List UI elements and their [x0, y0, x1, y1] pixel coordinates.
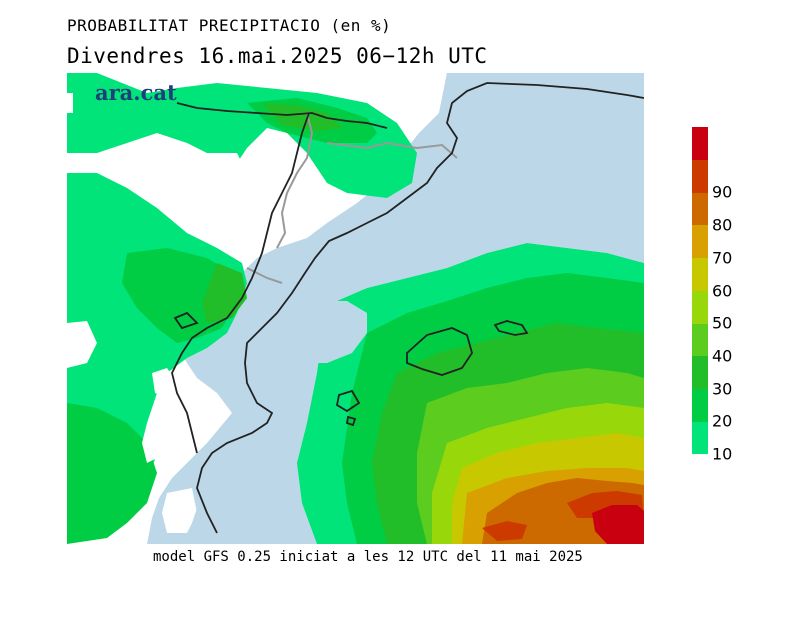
coastlines: [171, 82, 644, 534]
ibiza-outline: [335, 389, 361, 413]
menorca-outline: [493, 320, 529, 336]
color-scale-legend: 10 20 30 40 50 60 70 80 90: [692, 127, 732, 464]
legend-tick-label: 20: [712, 411, 733, 431]
legend-tick-label: 60: [712, 281, 733, 300]
legend-tick-label: 50: [712, 313, 733, 333]
legend-swatch: [692, 421, 708, 455]
legend-tick-label: 10: [712, 444, 733, 464]
probability-field-max: [592, 505, 644, 544]
legend-swatch: [692, 127, 708, 160]
legend-tick-label: 70: [712, 248, 733, 268]
legend-tick-label: 30: [712, 379, 733, 399]
mallorca-outline: [406, 327, 473, 376]
legend-swatch: [692, 323, 708, 357]
precipitation-map: [67, 73, 644, 544]
legend-swatch: [692, 290, 708, 324]
balearic-islands: [335, 320, 529, 427]
probability-field-90: [482, 491, 644, 541]
legend-tick-label: 40: [712, 346, 733, 366]
legend-swatch: [692, 225, 708, 259]
legend-tick-label: 80: [712, 215, 733, 235]
legend-swatch: [692, 257, 708, 291]
map-title: PROBABILITAT PRECIPITACIO (en %): [67, 16, 392, 35]
legend-swatch: [692, 355, 708, 389]
model-run-footer: model GFS 0.25 iniciat a les 12 UTC del …: [153, 549, 583, 565]
aracat-logo[interactable]: ara.cat: [95, 80, 177, 105]
map-subtitle: Divendres 16.mai.2025 06−12h UTC: [67, 44, 488, 68]
legend-swatch: [692, 192, 708, 226]
country-borders: [246, 112, 458, 284]
legend-swatch: [692, 159, 708, 193]
legend-tick-label: 90: [712, 182, 733, 202]
legend-swatch: [692, 388, 708, 422]
